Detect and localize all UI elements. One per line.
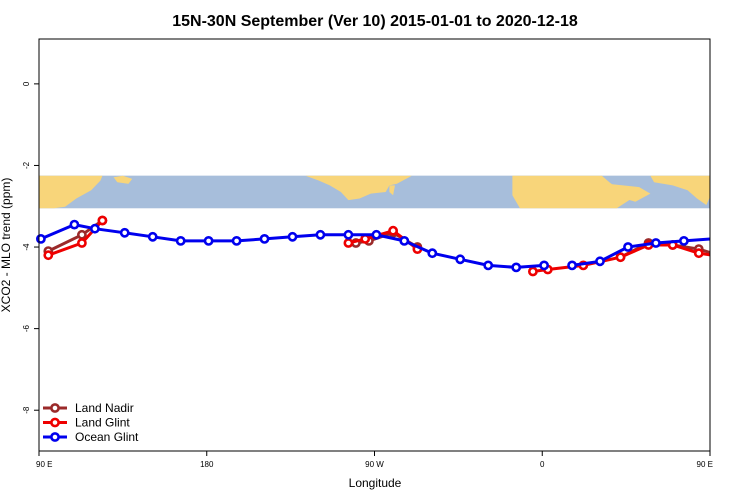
map-land [39, 175, 710, 209]
ocean-glint-point [203, 235, 214, 246]
ocean-glint-point [175, 235, 186, 246]
legend-label: Ocean Glint [75, 430, 139, 444]
legend-item-land-nadir: Land Nadir [43, 401, 134, 415]
ocean-glint-point [315, 229, 326, 240]
y-tick-label: -4 [22, 243, 31, 251]
ocean-glint-point [427, 248, 438, 259]
series-layer [36, 215, 710, 277]
map-land-arabia [607, 183, 651, 202]
y-tick-label: 0 [22, 81, 31, 86]
map-land-japan [113, 175, 133, 184]
world-map-band [39, 175, 710, 209]
ocean-glint-point [595, 256, 605, 267]
x-tick-label: 180 [200, 460, 214, 469]
land-glint-point [693, 248, 704, 259]
x-tick-label: 90 W [365, 460, 384, 469]
ocean-glint-point [371, 229, 382, 240]
chart-title: 15N-30N September (Ver 10) 2015-01-01 to… [172, 13, 578, 30]
land-glint-point [388, 225, 398, 236]
y-axis-label: XCO2 - MLO trend (ppm) [0, 178, 13, 313]
legend-label: Land Nadir [75, 401, 134, 415]
ocean-glint-point [651, 238, 661, 248]
ocean-glint-point [69, 219, 80, 230]
map-land-india-asia [650, 175, 710, 205]
ocean-glint-point [287, 231, 298, 242]
land-glint-point [77, 238, 87, 248]
ocean-glint-point [119, 227, 130, 238]
ocean-glint-point [399, 235, 410, 246]
legend-swatch-marker [50, 417, 60, 428]
ocean-glint-point [231, 235, 242, 246]
legend-label: Land Glint [75, 416, 130, 430]
map-land-florida [389, 185, 395, 196]
ocean-glint-point [623, 242, 633, 252]
land-glint-point [528, 266, 538, 277]
y-tick-label: -8 [22, 406, 31, 414]
land-glint-point [343, 238, 354, 248]
land-glint-point [43, 250, 54, 261]
ocean-glint-point [679, 235, 689, 246]
ocean-glint-point [36, 233, 46, 244]
land-glint-point [615, 252, 626, 263]
y-tick-label: -2 [22, 161, 31, 169]
ocean-glint-point [511, 262, 522, 273]
ocean-glint-line-1 [571, 237, 710, 267]
x-tick-label: 90 E [36, 460, 52, 469]
x-axis-label: Longitude [349, 476, 402, 490]
ocean-glint-point [539, 260, 549, 271]
map-land-china [39, 175, 103, 209]
legend-item-ocean-glint: Ocean Glint [43, 430, 139, 444]
land-nadir-point [77, 229, 87, 240]
legend-swatch-marker [50, 403, 60, 413]
land-glint-point [97, 215, 108, 226]
y-axis: 0 -2 -4 -6 -8 [22, 81, 39, 414]
map-land-north-america [305, 175, 412, 201]
x-tick-label: 0 [540, 460, 545, 469]
land-glint-point [360, 233, 371, 244]
ocean-glint-point [483, 260, 494, 271]
ocean-glint-point [259, 233, 270, 244]
legend-item-land-glint: Land Glint [43, 416, 130, 430]
legend-swatch-marker [50, 432, 60, 442]
y-tick-label: -6 [22, 325, 31, 333]
map-land-africa [512, 175, 632, 209]
ocean-glint-point [343, 229, 354, 240]
ocean-glint-point [90, 223, 100, 234]
ocean-glint-point [455, 254, 466, 265]
ocean-glint-point [147, 231, 158, 242]
ocean-glint-point [567, 260, 577, 271]
x-tick-label: 90 E [697, 460, 713, 469]
